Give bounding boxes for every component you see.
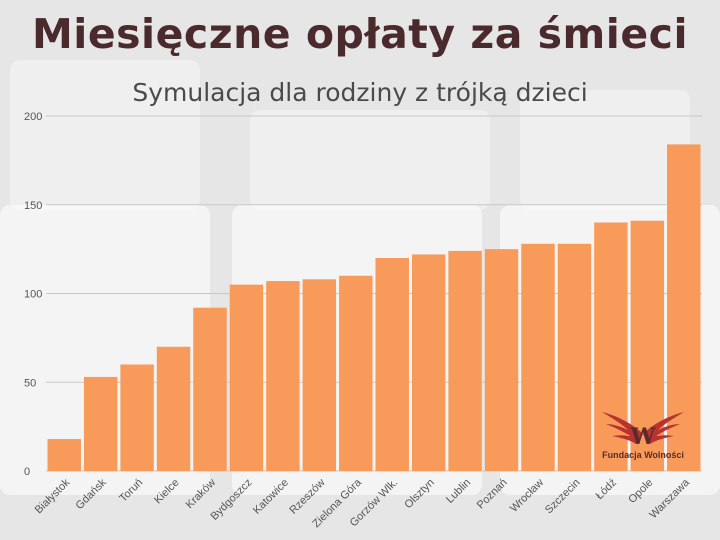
background-bags [250,110,490,210]
bar [302,279,337,471]
bar [557,243,592,471]
x-tick-label: Warszawa [647,476,692,521]
bar [484,249,519,471]
x-tick-label: Opole [626,477,655,506]
bar [521,243,555,471]
bar [156,346,191,471]
x-tick-label: Łódź [594,477,619,502]
bar [120,364,154,471]
chart-title: Miesięczne opłaty za śmieci [31,10,688,58]
x-tick-label: Kielce [152,477,182,507]
x-tick-label: Poznań [475,477,510,512]
bar [375,258,409,471]
y-tick-label: 200 [24,111,42,123]
y-tick-label: 0 [24,466,30,478]
x-tick-label: Wrocław [508,477,546,515]
bar [411,254,446,471]
bar [193,307,227,471]
bar [339,275,373,471]
x-tick-label: Białystok [33,476,73,516]
bar [448,250,482,471]
chart-subtitle: Symulacja dla rodziny z trójką dzieci [132,78,588,107]
logo-letter: W [630,424,656,450]
x-tick-label: Szczecin [543,477,583,517]
bar [83,376,118,471]
x-tick-label: Olsztyn [402,477,436,511]
x-tick-label: Gdańsk [73,476,109,512]
fundacja-wolnosci-logo: W Fundacja Wolności [598,404,688,466]
bar [229,284,264,471]
x-tick-label: Katowice [251,477,291,517]
y-tick-label: 150 [24,200,42,212]
logo-text: Fundacja Wolności [602,450,684,460]
y-tick-label: 50 [24,377,36,389]
bar [47,439,81,471]
wings-logo-icon: W [602,412,684,450]
x-tick-label: Toruń [117,477,145,505]
x-tick-label: Lublin [444,477,473,506]
bar [266,281,300,471]
x-tick-label: Kraków [184,477,218,511]
background-bottles-right [520,90,690,210]
y-tick-label: 100 [24,289,42,301]
background-bottles [10,60,200,210]
